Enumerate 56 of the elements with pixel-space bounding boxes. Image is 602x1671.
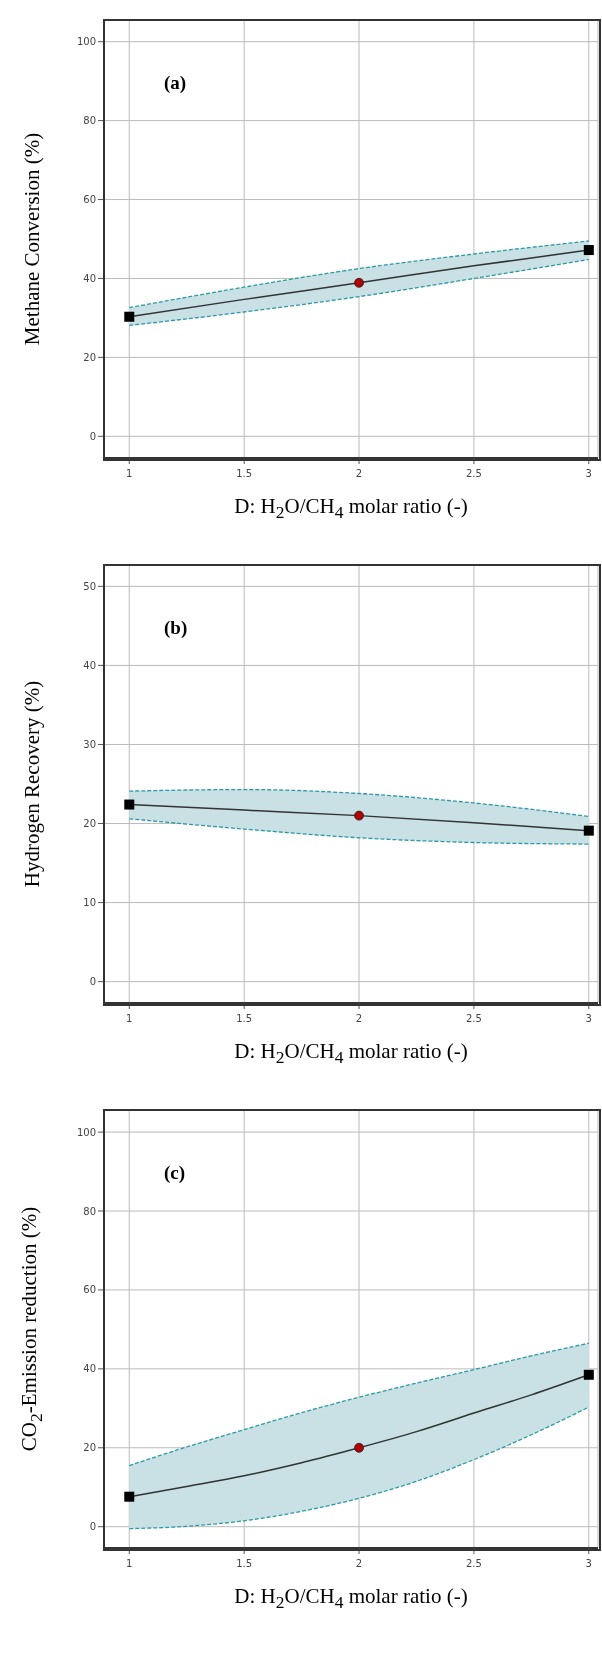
- line-series: [128, 788, 590, 818]
- point: [354, 277, 364, 288]
- point: [124, 799, 135, 810]
- y-tick-label: 50: [83, 580, 96, 592]
- x-axis-title: D: H$_{2}$O/CH$_{4}$ molar ratio (-): [234, 1584, 468, 1614]
- x-tick-label: 1.5: [236, 1013, 253, 1025]
- line-series: [128, 258, 590, 327]
- y-tick-label: 20: [83, 818, 96, 830]
- annotation: (b): [164, 617, 188, 639]
- x-tick-label: 3: [585, 1013, 592, 1025]
- x-tick-label: 2: [355, 1558, 363, 1570]
- point: [354, 1442, 364, 1453]
- y-tick-label: 60: [83, 1284, 96, 1296]
- y-tick-label: 60: [83, 194, 96, 206]
- x-tick-label: 2.5: [465, 1558, 482, 1570]
- y-tick-label: 0: [89, 1521, 96, 1533]
- y-tick-label: 100: [76, 1126, 96, 1138]
- annotation: (c): [164, 1162, 186, 1184]
- x-tick-label: 2: [355, 1013, 363, 1025]
- line-series: [128, 1406, 590, 1530]
- y-tick-label: 40: [83, 659, 96, 671]
- point: [583, 1369, 594, 1380]
- y-tick-label: 0: [89, 976, 96, 988]
- point: [583, 825, 594, 836]
- line-series: [128, 1342, 590, 1467]
- point: [354, 810, 364, 821]
- point: [583, 245, 594, 256]
- point: [124, 311, 135, 322]
- x-tick-label: 2: [355, 468, 363, 480]
- y-axis-title: Methane Conversion (%): [19, 132, 45, 346]
- y-tick-label: 80: [83, 1205, 96, 1217]
- x-tick-label: 2.5: [465, 1013, 482, 1025]
- y-tick-label: 40: [83, 1363, 96, 1375]
- x-tick-label: 2.5: [465, 468, 482, 480]
- y-tick-label: 40: [83, 273, 96, 285]
- x-tick-label: 3: [585, 468, 592, 480]
- x-tick-label: 1: [126, 468, 133, 480]
- y-tick-label: 0: [89, 430, 96, 442]
- y-tick-label: 20: [83, 351, 96, 363]
- y-tick-label: 10: [83, 897, 96, 909]
- y-tick-label: 30: [83, 739, 96, 751]
- annotation: (a): [164, 72, 187, 94]
- line-series: [128, 818, 590, 845]
- y-tick-label: 100: [76, 36, 96, 48]
- y-axis-title: Hydrogen Recovery (%): [19, 680, 45, 888]
- x-axis-title: D: H$_{2}$O/CH$_{4}$ molar ratio (-): [234, 1039, 468, 1069]
- x-tick-label: 1: [126, 1558, 133, 1570]
- point: [124, 1491, 135, 1502]
- x-tick-label: 1.5: [236, 468, 253, 480]
- y-tick-label: 20: [83, 1442, 96, 1454]
- x-tick-label: 1: [126, 1013, 133, 1025]
- x-axis-title: D: H$_{2}$O/CH$_{4}$ molar ratio (-): [234, 494, 468, 524]
- line-series: [128, 240, 590, 309]
- y-tick-label: 80: [83, 115, 96, 127]
- x-tick-label: 3: [585, 1558, 592, 1570]
- x-tick-label: 1.5: [236, 1558, 253, 1570]
